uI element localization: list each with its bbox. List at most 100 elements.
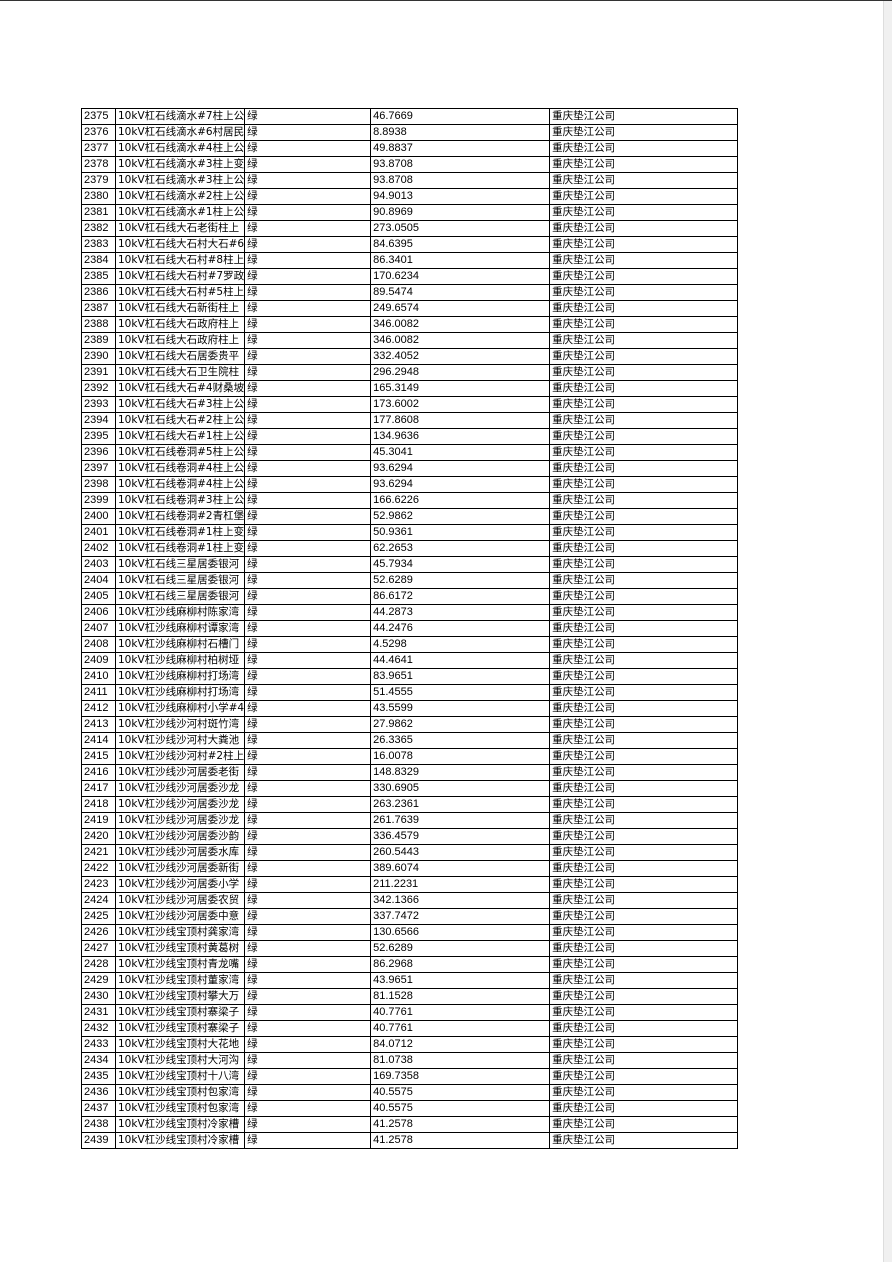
color-cell: 绿: [244, 140, 372, 157]
company-cell: 重庆垫江公司: [549, 908, 739, 925]
table-row: 2376 10kV杠石线滴水#6村居民绿 8.8938 重庆垫江公司: [81, 124, 739, 141]
station-name-cell: 10kV杠沙线宝顶村龚家湾: [114, 924, 246, 941]
table-row: 2422 10kV杠沙线沙河居委新街绿 389.6074 重庆垫江公司: [81, 860, 739, 877]
color-cell: 绿: [244, 988, 372, 1005]
table-row: 2406 10kV杠沙线麻柳村陈家湾绿 44.2873 重庆垫江公司: [81, 604, 739, 621]
color-cell: 绿: [244, 572, 372, 589]
value-cell: 261.7639: [370, 812, 551, 829]
row-id-cell: 2397: [81, 460, 116, 477]
value-cell: 27.9862: [370, 716, 551, 733]
value-cell: 89.5474: [370, 284, 551, 301]
row-id-cell: 2377: [81, 140, 116, 157]
company-cell: 重庆垫江公司: [549, 732, 739, 749]
color-cell: 绿: [244, 1084, 372, 1101]
color-cell: 绿: [244, 172, 372, 189]
station-name-cell: 10kV杠沙线麻柳村柏树垭: [114, 652, 246, 669]
company-cell: 重庆垫江公司: [549, 188, 739, 205]
company-cell: 重庆垫江公司: [549, 844, 739, 861]
station-name-cell: 10kV杠石线卷洞#3柱上公: [114, 492, 246, 509]
station-name-cell: 10kV杠石线滴水#2柱上公: [114, 188, 246, 205]
station-name-cell: 10kV杠沙线宝顶村董家湾: [114, 972, 246, 989]
row-id-cell: 2425: [81, 908, 116, 925]
table-row: 2412 10kV杠沙线麻柳村小学#4 绿 43.5599 重庆垫江公司: [81, 700, 739, 717]
color-cell: 绿: [244, 684, 372, 701]
station-name-cell: 10kV杠沙线沙河居委水库: [114, 844, 246, 861]
row-id-cell: 2409: [81, 652, 116, 669]
row-id-cell: 2412: [81, 700, 116, 717]
table-row: 2392 10kV杠石线大石#4财桑坡绿 165.3149 重庆垫江公司: [81, 380, 739, 397]
table-row: 2399 10kV杠石线卷洞#3柱上公绿 166.6226 重庆垫江公司: [81, 492, 739, 509]
color-cell: 绿: [244, 236, 372, 253]
company-cell: 重庆垫江公司: [549, 1052, 739, 1069]
row-id-cell: 2414: [81, 732, 116, 749]
company-cell: 重庆垫江公司: [549, 492, 739, 509]
station-name-cell: 10kV杠石线大石村大石#6: [114, 236, 246, 253]
color-cell: 绿: [244, 892, 372, 909]
table-row: 2375 10kV杠石线滴水#7柱上公绿 46.7669 重庆垫江公司: [81, 108, 739, 125]
value-cell: 346.0082: [370, 316, 551, 333]
color-cell: 绿: [244, 300, 372, 317]
value-cell: 296.2948: [370, 364, 551, 381]
color-cell: 绿: [244, 668, 372, 685]
row-id-cell: 2395: [81, 428, 116, 445]
table-row: 2396 10kV杠石线卷洞#5柱上公绿 45.3041 重庆垫江公司: [81, 444, 739, 461]
station-name-cell: 10kV杠石线大石卫生院柱: [114, 364, 246, 381]
color-cell: 绿: [244, 796, 372, 813]
table-row: 2430 10kV杠沙线宝顶村攀大万绿 81.1528 重庆垫江公司: [81, 988, 739, 1005]
value-cell: 62.2653: [370, 540, 551, 557]
row-id-cell: 2404: [81, 572, 116, 589]
value-cell: 50.9361: [370, 524, 551, 541]
company-cell: 重庆垫江公司: [549, 428, 739, 445]
company-cell: 重庆垫江公司: [549, 1068, 739, 1085]
company-cell: 重庆垫江公司: [549, 1084, 739, 1101]
row-id-cell: 2435: [81, 1068, 116, 1085]
table-row: 2439 10kV杠沙线宝顶村冷家槽绿 41.2578 重庆垫江公司: [81, 1132, 739, 1149]
color-cell: 绿: [244, 1052, 372, 1069]
station-name-cell: 10kV杠石线三星居委银河: [114, 588, 246, 605]
company-cell: 重庆垫江公司: [549, 1004, 739, 1021]
table-row: 2424 10kV杠沙线沙河居委农贸绿 342.1366 重庆垫江公司: [81, 892, 739, 909]
row-id-cell: 2432: [81, 1020, 116, 1037]
company-cell: 重庆垫江公司: [549, 652, 739, 669]
station-name-cell: 10kV杠沙线沙河居委老街: [114, 764, 246, 781]
color-cell: 绿: [244, 876, 372, 893]
row-id-cell: 2385: [81, 268, 116, 285]
company-cell: 重庆垫江公司: [549, 332, 739, 349]
color-cell: 绿: [244, 492, 372, 509]
company-cell: 重庆垫江公司: [549, 508, 739, 525]
color-cell: 绿: [244, 1132, 372, 1149]
company-cell: 重庆垫江公司: [549, 748, 739, 765]
value-cell: 94.9013: [370, 188, 551, 205]
table-row: 2409 10kV杠沙线麻柳村柏树垭绿 44.4641 重庆垫江公司: [81, 652, 739, 669]
company-cell: 重庆垫江公司: [549, 396, 739, 413]
value-cell: 40.7761: [370, 1020, 551, 1037]
row-id-cell: 2403: [81, 556, 116, 573]
row-id-cell: 2399: [81, 492, 116, 509]
value-cell: 52.9862: [370, 508, 551, 525]
company-cell: 重庆垫江公司: [549, 780, 739, 797]
table-row: 2382 10kV杠石线大石老街柱上绿 273.0505 重庆垫江公司: [81, 220, 739, 237]
value-cell: 4.5298: [370, 636, 551, 653]
table-row: 2377 10kV杠石线滴水#4柱上公绿 49.8837 重庆垫江公司: [81, 140, 739, 157]
table-row: 2402 10kV杠石线卷洞#1柱上变绿 62.2653 重庆垫江公司: [81, 540, 739, 557]
company-cell: 重庆垫江公司: [549, 252, 739, 269]
table-row: 2405 10kV杠石线三星居委银河绿 86.6172 重庆垫江公司: [81, 588, 739, 605]
station-name-cell: 10kV杠沙线宝顶村大花地: [114, 1036, 246, 1053]
color-cell: 绿: [244, 268, 372, 285]
table-row: 2434 10kV杠沙线宝顶村大河沟绿 81.0738 重庆垫江公司: [81, 1052, 739, 1069]
color-cell: 绿: [244, 380, 372, 397]
value-cell: 177.8608: [370, 412, 551, 429]
color-cell: 绿: [244, 1020, 372, 1037]
station-name-cell: 10kV杠石线卷洞#4柱上公: [114, 476, 246, 493]
company-cell: 重庆垫江公司: [549, 524, 739, 541]
table-row: 2410 10kV杠沙线麻柳村打场湾绿 83.9651 重庆垫江公司: [81, 668, 739, 685]
color-cell: 绿: [244, 956, 372, 973]
table-row: 2400 10kV杠石线卷洞#2青杠堡绿 52.9862 重庆垫江公司: [81, 508, 739, 525]
value-cell: 52.6289: [370, 940, 551, 957]
row-id-cell: 2392: [81, 380, 116, 397]
value-cell: 166.6226: [370, 492, 551, 509]
row-id-cell: 2413: [81, 716, 116, 733]
company-cell: 重庆垫江公司: [549, 476, 739, 493]
color-cell: 绿: [244, 396, 372, 413]
company-cell: 重庆垫江公司: [549, 716, 739, 733]
